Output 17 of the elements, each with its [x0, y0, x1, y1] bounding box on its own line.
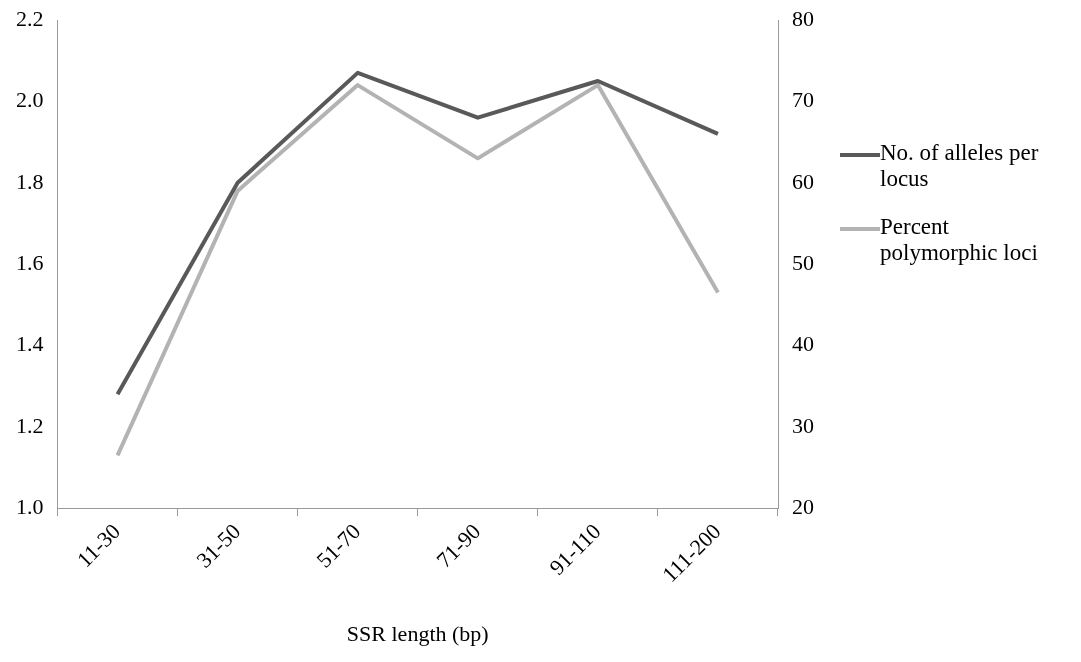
legend-label: Percent polymorphic loci	[880, 214, 1039, 266]
x-axis-title: SSR length (bp)	[346, 620, 489, 646]
y-tick-label: 1.2	[16, 412, 44, 438]
y-tick-label: 1.0	[16, 494, 44, 520]
y-tick-label: 1.6	[16, 249, 44, 275]
legend-label: No. of alleles per locus	[880, 140, 1040, 192]
y2-tick-label: 20	[792, 494, 814, 520]
y2-tick-label: 30	[792, 412, 814, 438]
y2-tick-label: 80	[792, 5, 814, 31]
y2-tick-label: 70	[792, 87, 814, 113]
y-tick-label: 2.0	[16, 87, 44, 113]
y-tick-label: 2.2	[16, 5, 44, 31]
y2-tick-label: 50	[792, 249, 814, 275]
y-tick-label: 1.8	[16, 168, 44, 194]
y2-tick-label: 40	[792, 331, 814, 357]
y2-tick-label: 60	[792, 168, 814, 194]
y-tick-label: 1.4	[16, 331, 44, 357]
